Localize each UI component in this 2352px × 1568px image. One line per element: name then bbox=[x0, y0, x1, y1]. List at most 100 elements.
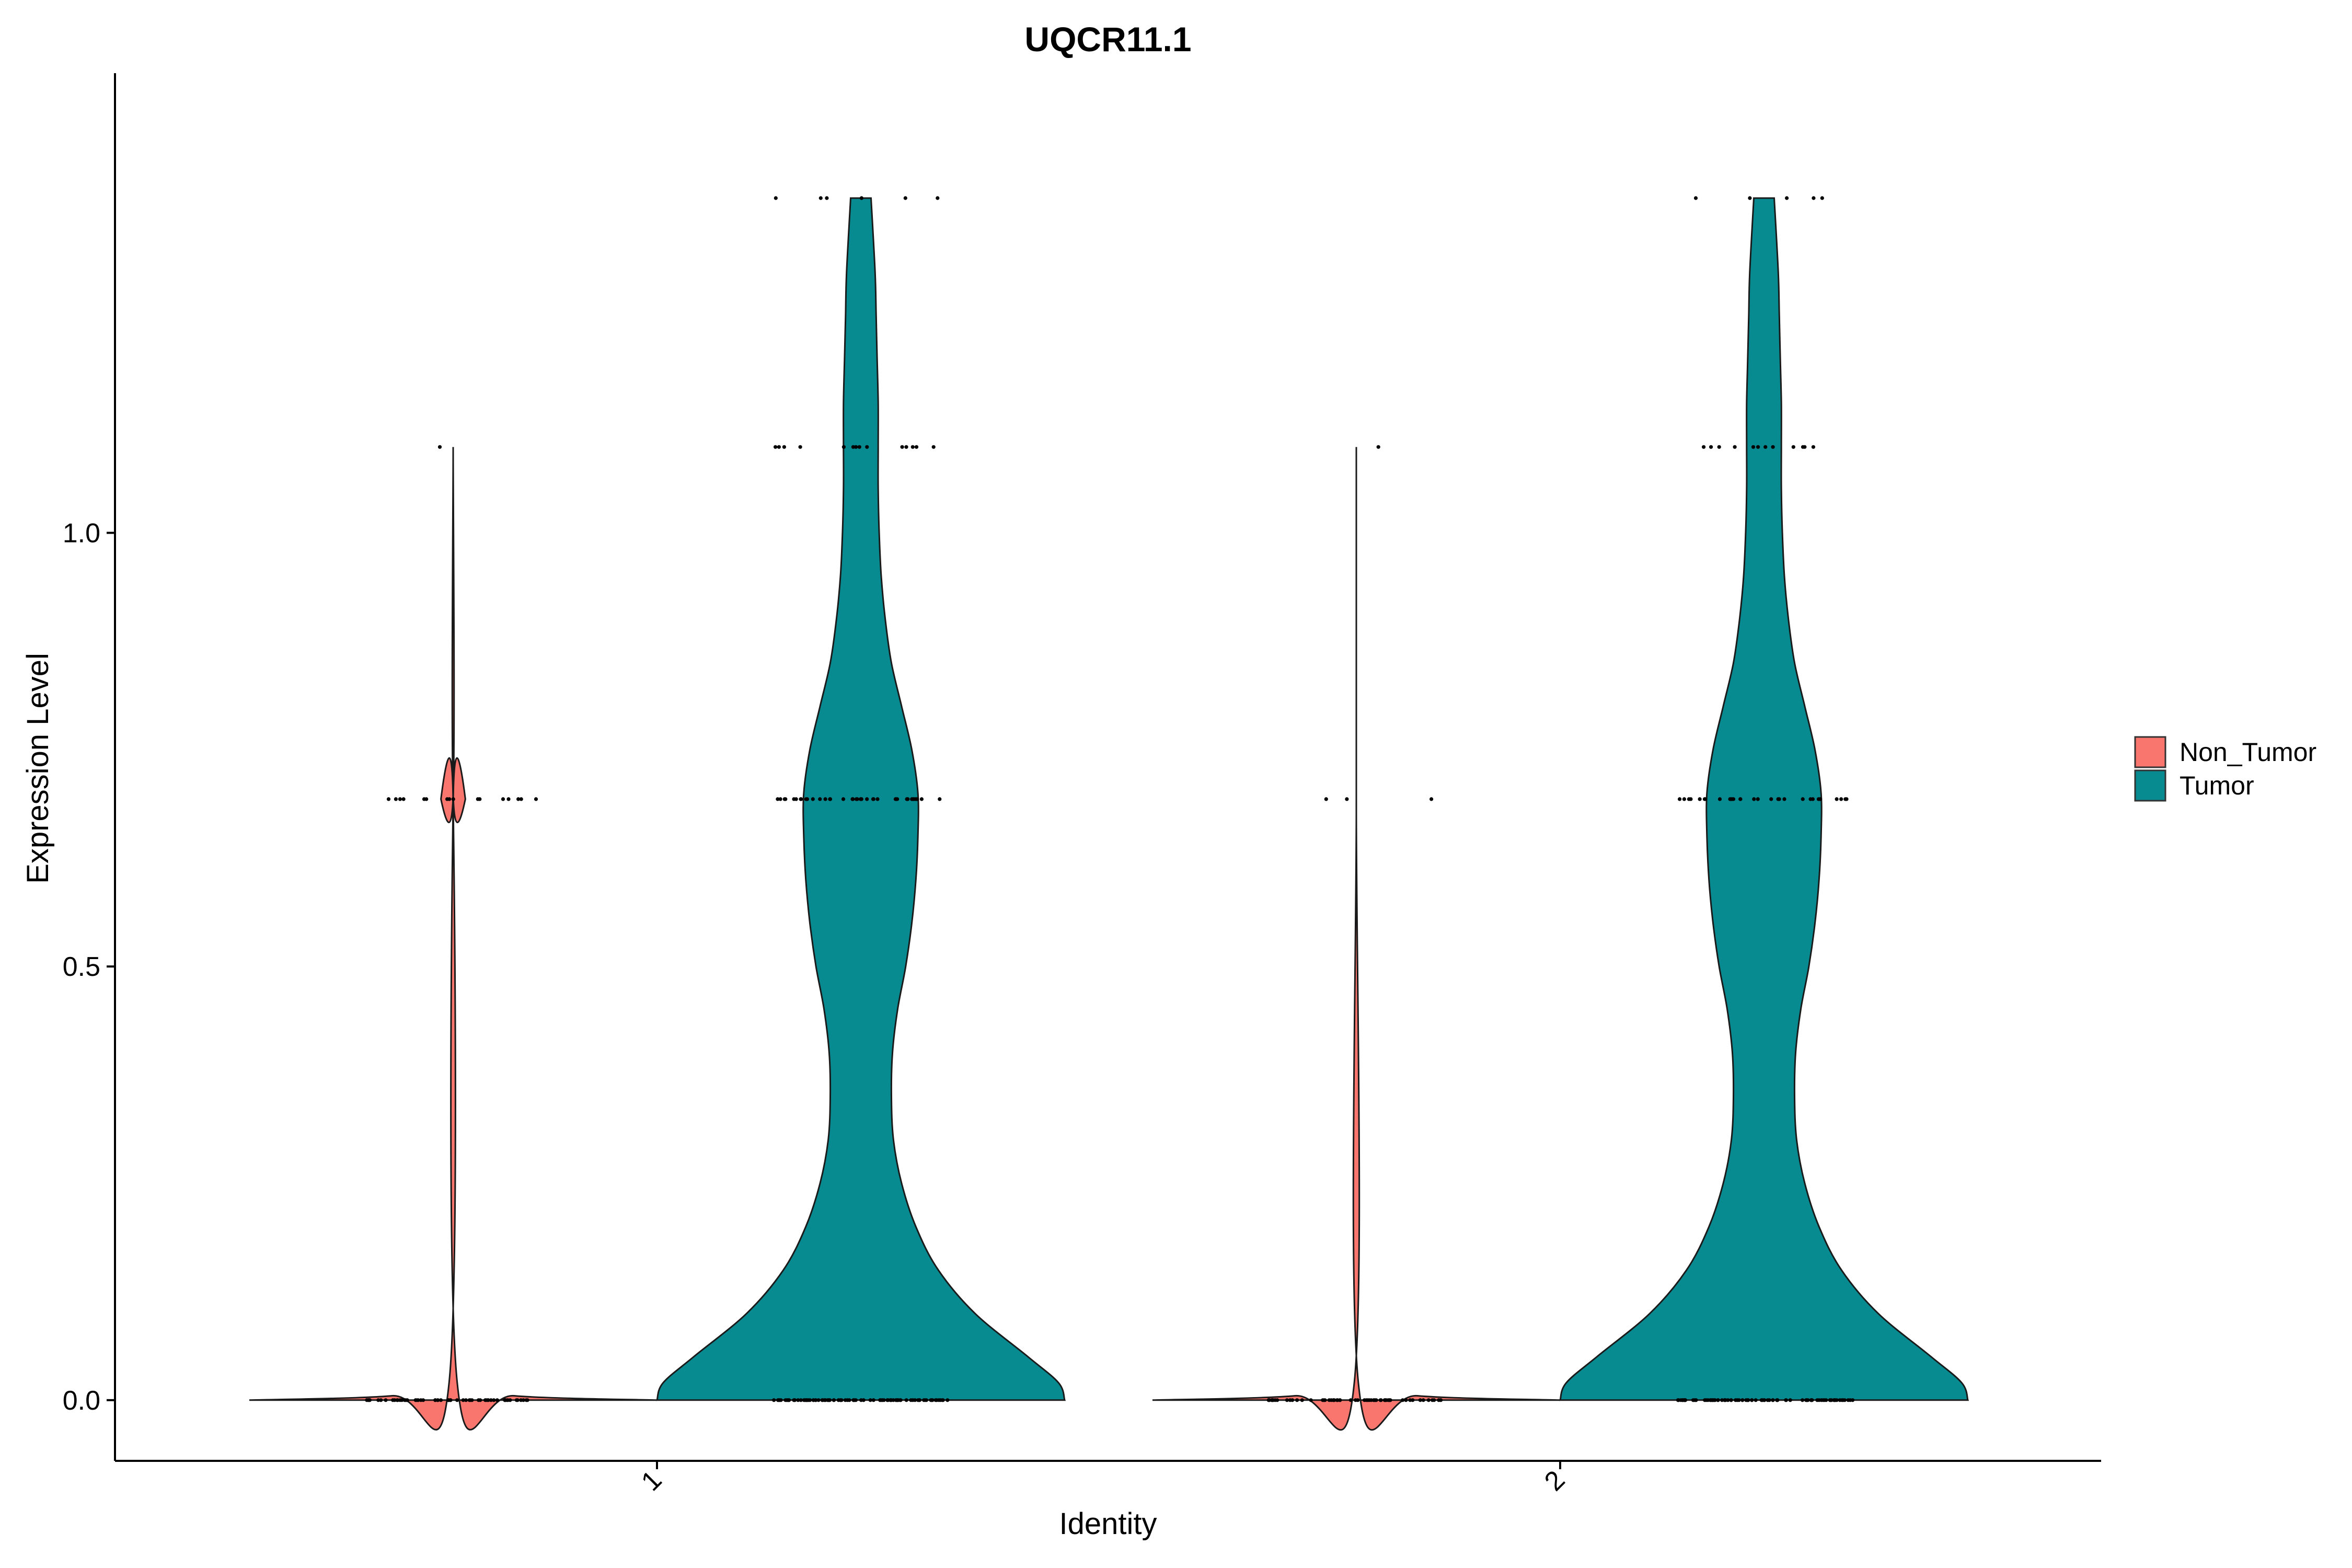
data-point bbox=[1801, 1398, 1805, 1402]
data-point bbox=[811, 797, 815, 801]
data-point bbox=[1273, 1398, 1277, 1402]
data-point bbox=[898, 1398, 902, 1402]
data-point bbox=[1804, 1398, 1808, 1402]
data-point bbox=[818, 797, 822, 801]
data-point bbox=[1748, 196, 1752, 200]
data-point bbox=[841, 797, 846, 801]
data-point bbox=[894, 1398, 898, 1402]
legend: Non_Tumor Tumor bbox=[2134, 736, 2316, 802]
data-point bbox=[1803, 445, 1807, 449]
data-point bbox=[1782, 797, 1786, 801]
data-point bbox=[1777, 797, 1781, 801]
data-point bbox=[774, 445, 778, 449]
data-point bbox=[1731, 797, 1736, 801]
data-point bbox=[401, 797, 406, 801]
data-point bbox=[1411, 1398, 1415, 1402]
data-point bbox=[1418, 1398, 1422, 1402]
data-point bbox=[1723, 1398, 1727, 1402]
data-point bbox=[524, 1398, 528, 1402]
data-point bbox=[1775, 1398, 1780, 1402]
data-point bbox=[1678, 797, 1682, 801]
legend-label: Non_Tumor bbox=[2180, 737, 2316, 767]
data-point bbox=[1290, 1398, 1295, 1402]
data-point bbox=[1437, 1398, 1441, 1402]
data-point bbox=[903, 196, 907, 200]
data-point bbox=[1720, 1398, 1724, 1402]
data-point bbox=[777, 445, 781, 449]
data-point bbox=[516, 797, 521, 801]
data-point bbox=[931, 445, 936, 449]
data-point bbox=[1356, 1398, 1360, 1402]
data-point bbox=[783, 1398, 788, 1402]
data-point bbox=[816, 1398, 821, 1402]
data-point bbox=[854, 445, 858, 449]
data-point bbox=[1756, 797, 1760, 801]
data-point bbox=[799, 1398, 803, 1402]
data-point bbox=[919, 797, 924, 801]
data-point bbox=[398, 797, 402, 801]
data-point bbox=[821, 1398, 825, 1402]
data-point bbox=[1791, 445, 1795, 449]
data-point bbox=[793, 1398, 797, 1402]
data-point bbox=[1709, 1398, 1713, 1402]
data-point bbox=[798, 445, 802, 449]
data-point bbox=[1295, 1398, 1299, 1402]
data-point bbox=[1801, 797, 1805, 801]
data-point bbox=[857, 445, 861, 449]
data-point bbox=[904, 445, 908, 449]
data-point bbox=[826, 1398, 830, 1402]
data-point bbox=[394, 797, 398, 801]
violin-non-tumor-2 bbox=[1152, 447, 1561, 1431]
legend-key-non-tumor bbox=[2134, 736, 2166, 768]
data-point bbox=[1788, 1398, 1792, 1402]
data-point bbox=[1762, 1398, 1767, 1402]
data-point bbox=[519, 797, 523, 801]
data-point bbox=[871, 797, 875, 801]
data-point bbox=[1401, 1398, 1405, 1402]
x-axis-title: Identity bbox=[1059, 1507, 1157, 1541]
data-point bbox=[929, 1398, 933, 1402]
data-point bbox=[486, 1398, 490, 1402]
data-point bbox=[904, 1398, 908, 1402]
data-point bbox=[1843, 797, 1848, 801]
data-point bbox=[1840, 1398, 1844, 1402]
data-point bbox=[783, 797, 788, 801]
data-point bbox=[1682, 797, 1686, 801]
data-point bbox=[832, 1398, 836, 1402]
data-point bbox=[1811, 445, 1815, 449]
data-point bbox=[1846, 1398, 1850, 1402]
data-point bbox=[1383, 1398, 1387, 1402]
data-point bbox=[855, 797, 859, 801]
data-point bbox=[847, 1398, 851, 1402]
data-point bbox=[1763, 445, 1768, 449]
data-point bbox=[400, 1398, 404, 1402]
data-point bbox=[875, 797, 880, 801]
data-point bbox=[861, 1398, 866, 1402]
data-point bbox=[1703, 797, 1708, 801]
data-point bbox=[534, 797, 538, 801]
data-point bbox=[917, 1398, 921, 1402]
y-tick-label: 0.5 bbox=[63, 952, 100, 982]
data-point bbox=[478, 797, 482, 801]
data-point bbox=[515, 1398, 520, 1402]
data-point bbox=[910, 797, 914, 801]
data-point bbox=[1716, 1398, 1720, 1402]
data-point bbox=[776, 797, 780, 801]
data-point bbox=[391, 1398, 395, 1402]
data-point bbox=[913, 1398, 917, 1402]
data-point bbox=[782, 445, 786, 449]
data-point bbox=[1738, 797, 1743, 801]
data-point bbox=[1828, 1398, 1832, 1402]
data-point bbox=[818, 196, 823, 200]
data-point bbox=[1835, 1398, 1839, 1402]
data-point bbox=[799, 797, 803, 801]
data-point bbox=[1756, 445, 1760, 449]
data-point bbox=[924, 1398, 928, 1402]
data-point bbox=[859, 797, 863, 801]
data-point bbox=[1717, 445, 1721, 449]
data-point bbox=[796, 1398, 800, 1402]
data-point bbox=[1693, 196, 1698, 200]
data-point bbox=[851, 445, 855, 449]
